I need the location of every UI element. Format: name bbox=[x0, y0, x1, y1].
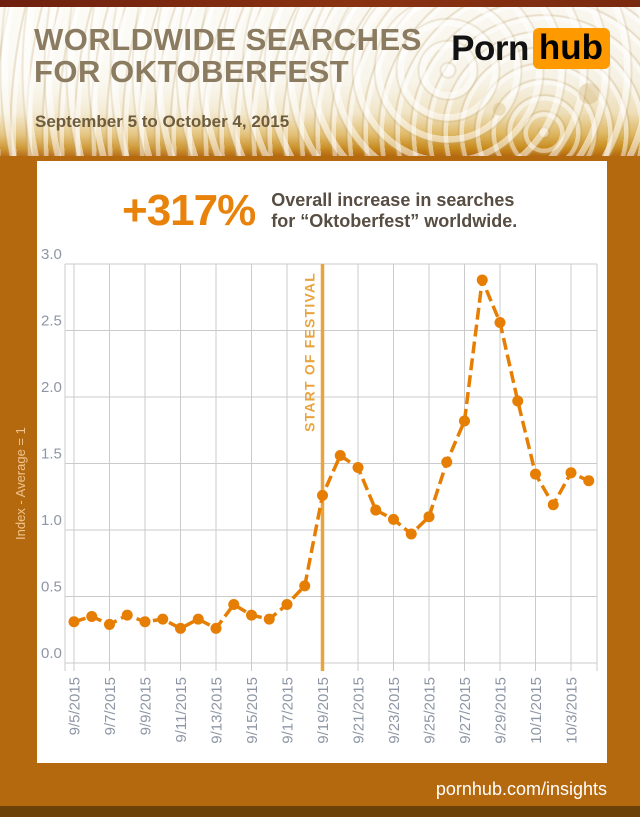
pornhub-logo: Porn hub bbox=[451, 28, 610, 70]
page-title-line1: WORLDWIDE SEARCHES bbox=[34, 22, 422, 57]
page-title-line2: FOR OKTOBERFEST bbox=[34, 54, 350, 90]
page-subtitle: September 5 to October 4, 2015 bbox=[35, 112, 290, 131]
logo-porn-text: Porn bbox=[451, 28, 529, 68]
stat-description-line2: for “Oktoberfest” worldwide. bbox=[271, 211, 518, 231]
logo-hub-badge: hub bbox=[532, 28, 610, 70]
stat-description: Overall increase in searches for “Oktobe… bbox=[271, 190, 517, 232]
footer-link[interactable]: pornhub.com/insights bbox=[435, 779, 607, 799]
header-beer-foam-banner: WORLDWIDE SEARCHES FOR OKTOBERFEST Septe… bbox=[0, 0, 640, 156]
insights-card: +317% Overall increase in searches for “… bbox=[37, 161, 607, 763]
stat-description-line1: Overall increase in searches bbox=[271, 189, 515, 210]
top-accent-strip bbox=[0, 0, 640, 7]
page-title: WORLDWIDE SEARCHES FOR OKTOBERFEST bbox=[34, 22, 422, 90]
stat-value: +317% bbox=[122, 186, 256, 235]
stat-row: +317% Overall increase in searches for “… bbox=[122, 186, 517, 236]
y-axis-title: Index - Average = 1 bbox=[13, 427, 28, 540]
bottom-accent-strip bbox=[0, 806, 640, 817]
